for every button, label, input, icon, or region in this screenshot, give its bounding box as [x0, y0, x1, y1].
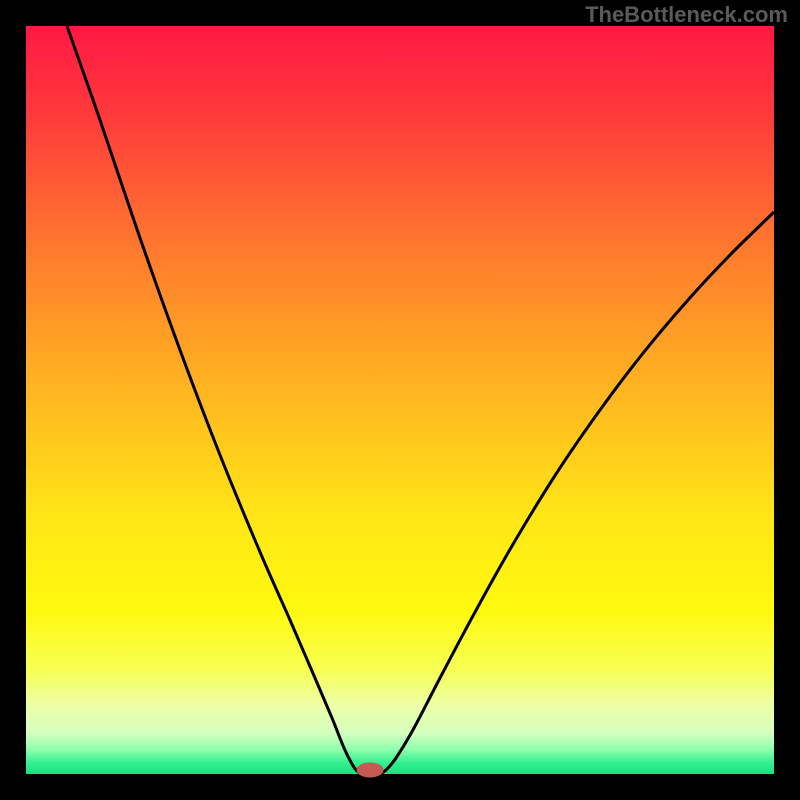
watermark-text: TheBottleneck.com	[585, 2, 788, 28]
bottleneck-chart	[0, 0, 800, 800]
plot-background	[26, 26, 774, 774]
chart-container: TheBottleneck.com	[0, 0, 800, 800]
optimal-point-marker	[357, 763, 383, 777]
